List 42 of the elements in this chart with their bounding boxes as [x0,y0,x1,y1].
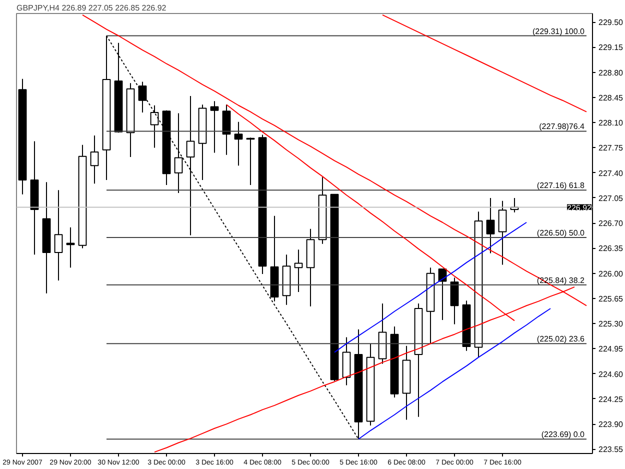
series-label: (227.98)76.4 [539,122,586,132]
candlestick [222,104,231,156]
y-tick-label: 225.65 [598,294,624,304]
y-tick-label: 224.60 [598,370,624,379]
y-tick-label: 229.15 [598,43,624,52]
line-series [382,14,587,112]
candlestick [138,81,147,114]
y-tick-label: 226.70 [598,219,624,228]
y-tick-label: 228.45 [598,93,624,102]
candlestick [174,112,183,194]
candlestick [294,249,303,292]
series-label: (229.31) 100.0 [532,26,586,36]
y-tick-label: 224.25 [598,394,624,404]
candlestick [66,226,75,268]
y-tick-label: 225.30 [598,320,624,329]
y-tick-label: 227.40 [598,168,624,178]
y-tick-label: 229.50 [598,18,624,28]
line-series [334,222,527,353]
y-tick-label: 227.75 [598,144,624,153]
candlestick [450,277,459,325]
series-label: (223.69) 0.0 [541,430,586,440]
candlestick [234,121,243,166]
candlestick [186,96,195,236]
y-tick-label: 228.10 [598,118,624,128]
y-tick-label: 226.35 [598,244,624,254]
candlestick [90,135,99,184]
y-tick-label: 223.55 [598,445,624,454]
y-tick-label: 228.80 [598,68,624,78]
y-tick-label: 226.00 [598,269,624,278]
y-tick-label: 227.05 [598,194,624,203]
candlestick [54,190,63,282]
candlestick [150,104,159,148]
chart-title: GBPJPY,H4 226.89 227.05 226.85 226.92 [16,4,167,12]
series-label: (226.50) 50.0 [536,228,586,238]
ref-line-label: 226.92 [567,203,592,212]
y-tick-label: 224.95 [598,344,624,354]
candlestick [498,200,507,266]
series-label: (225.02) 23.6 [536,334,586,344]
candlestick [210,100,219,154]
candlestick [486,197,495,254]
series-label: (227.16) 61.8 [536,181,586,190]
y-tick-label: 223.90 [598,420,624,430]
